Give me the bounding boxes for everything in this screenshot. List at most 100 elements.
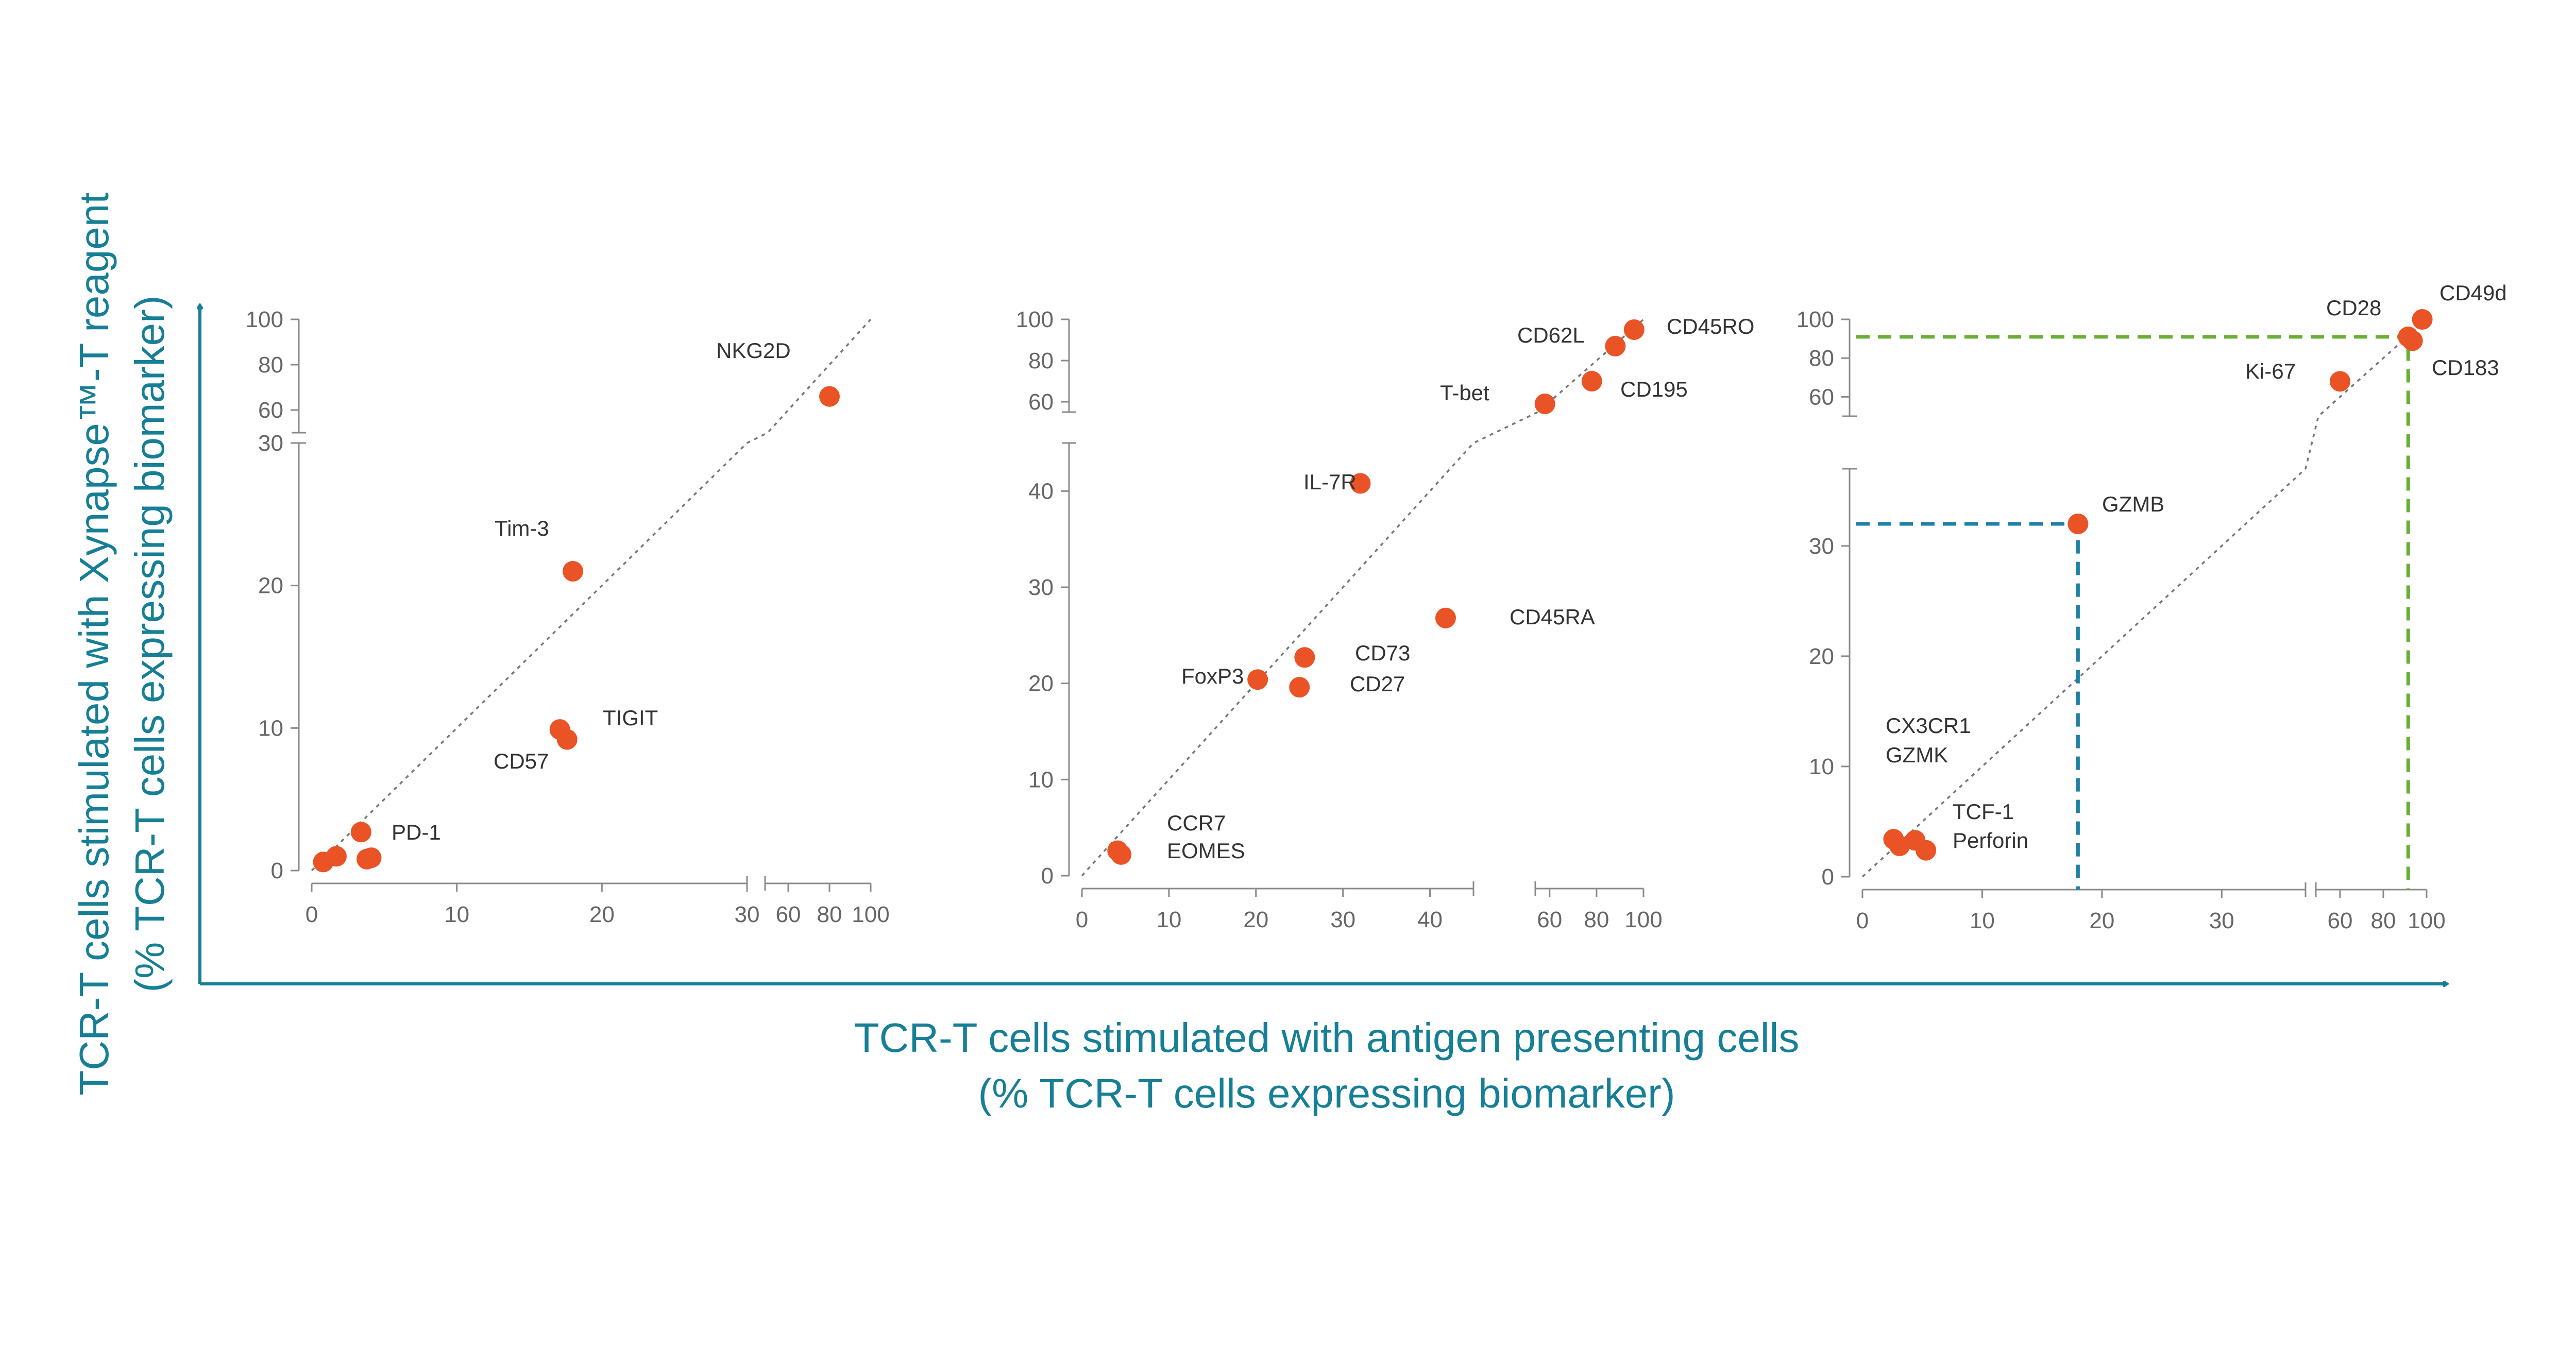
- label-ccr7: CCR7: [1167, 811, 1226, 835]
- y-tick-label: 30: [1028, 575, 1054, 600]
- label-cd183: CD183: [2432, 355, 2499, 380]
- label-cx3cr1: CX3CR1: [1886, 713, 1971, 738]
- x-axis-title-line1: TCR-T cells stimulated with antigen pres…: [854, 1015, 1800, 1061]
- y-axis-title-line1: TCR-T cells stimulated with Xynapse™-T r…: [71, 192, 117, 1095]
- label-pd-1: PD-1: [392, 820, 441, 844]
- point-pd-1: [350, 822, 371, 843]
- x-tick-label: 10: [1970, 908, 1995, 933]
- x-tick-label: 20: [589, 902, 615, 927]
- y-tick-label: 100: [1797, 307, 1834, 332]
- point-ki-67: [2330, 371, 2350, 392]
- x-tick-label: 60: [776, 902, 801, 927]
- y-tick-label: 60: [258, 398, 283, 423]
- y-tick-label: 20: [1809, 644, 1834, 669]
- x-tick-label: 30: [1330, 907, 1355, 932]
- x-tick-label: 80: [2371, 908, 2396, 933]
- x-tick-label: 20: [2089, 908, 2114, 933]
- y-tick-label: 0: [1041, 863, 1054, 889]
- x-tick-label: 80: [1584, 907, 1609, 932]
- x-tick-label: 100: [852, 902, 889, 927]
- x-tick-label: 0: [1856, 908, 1869, 933]
- y-tick-label: 20: [1028, 671, 1054, 696]
- point-cd27: [1289, 677, 1310, 698]
- point-gzmb: [2067, 514, 2089, 535]
- y-tick-label: 60: [1809, 384, 1834, 410]
- x-tick-label: 0: [306, 902, 318, 927]
- point-foxp3: [1247, 669, 1268, 690]
- y-tick-label: 10: [1028, 767, 1054, 792]
- y-tick-label: 10: [258, 715, 283, 741]
- x-tick-label: 60: [2328, 908, 2353, 933]
- y-tick-label: 0: [1822, 864, 1834, 890]
- point-cd62l: [1605, 336, 1626, 356]
- x-tick-label: 10: [444, 902, 469, 927]
- x-tick-label: 80: [817, 902, 842, 927]
- panel-3-scatter: 0 10 20 30 60 80 100 0 10 20 30 60 80 100 CD49d CD28 CD1…: [1797, 281, 2507, 933]
- x-tick-label: 100: [2408, 908, 2445, 933]
- label-ki-67: Ki-67: [2245, 359, 2296, 383]
- x-tick-label: 30: [2209, 908, 2234, 933]
- label-cd27: CD27: [1350, 672, 1405, 696]
- y-tick-label: 80: [1809, 346, 1834, 371]
- label-tigit: TIGIT: [603, 706, 658, 730]
- y-tick-label: 100: [1016, 307, 1054, 332]
- label-cd45ro: CD45RO: [1667, 314, 1754, 338]
- label-tcf-1: TCF-1: [1953, 799, 2014, 824]
- x-tick-label: 10: [1156, 907, 1181, 932]
- y-tick-label: 80: [258, 352, 283, 378]
- label-gzmb: GZMB: [2102, 492, 2164, 516]
- point-cd73: [1294, 647, 1315, 668]
- y-tick-label: 30: [1809, 534, 1834, 559]
- y-tick-label: 40: [1028, 479, 1054, 504]
- label-cd57: CD57: [494, 749, 549, 773]
- point-cd195: [1581, 371, 1602, 391]
- x-tick-label: 30: [735, 902, 760, 927]
- point-tim-3: [563, 561, 583, 582]
- label-cd62l: CD62L: [1517, 323, 1585, 347]
- point-cd45ro: [1623, 319, 1645, 340]
- label-cd28: CD28: [2326, 296, 2381, 320]
- label-cd195: CD195: [1620, 377, 1688, 401]
- x-axis-title-line2: (% TCR-T cells expressing biomarker): [978, 1070, 1675, 1116]
- point-unlabeled: [326, 846, 347, 867]
- point-nkg2d: [819, 386, 840, 407]
- point-il-7r: [1350, 473, 1371, 494]
- point-eomes: [1111, 844, 1131, 865]
- y-tick-label: 20: [258, 573, 283, 599]
- y-tick-label: 60: [1028, 389, 1054, 415]
- point-cd183: [2402, 330, 2423, 351]
- label-cd73: CD73: [1355, 641, 1410, 665]
- label-gzmk: GZMK: [1886, 743, 1948, 767]
- label-nkg2d: NKG2D: [716, 338, 791, 363]
- identity-diagonal-line: [1861, 318, 2428, 878]
- point-cd57: [549, 719, 570, 740]
- label-foxp3: FoxP3: [1181, 664, 1244, 688]
- label-eomes: EOMES: [1167, 839, 1245, 863]
- y-tick-label: 10: [1809, 754, 1834, 779]
- label-tim-3: Tim-3: [495, 516, 549, 540]
- label-il-7r: IL-7R: [1303, 470, 1357, 494]
- label-cd45ra: CD45RA: [1510, 605, 1595, 629]
- point-cd49d: [2412, 309, 2433, 330]
- label-perforin: Perforin: [1953, 828, 2028, 853]
- identity-diagonal-line: [1081, 318, 1645, 877]
- x-tick-label: 60: [1537, 907, 1562, 932]
- x-tick-label: 0: [1076, 907, 1088, 932]
- y-tick-label: 0: [271, 858, 283, 883]
- y-axis-title: TCR-T cells stimulated with Xynapse™-T r…: [71, 192, 173, 1095]
- point-perforin: [1916, 840, 1937, 861]
- point-cd45ra: [1435, 607, 1456, 628]
- x-tick-label: 20: [1243, 907, 1268, 932]
- panel-1-scatter: 0 10 20 30 60 80 100 0 10 20 30 60 80 100 NKG2D Tim-3 TI…: [246, 307, 890, 927]
- point-t-bet: [1534, 394, 1555, 414]
- point-gzmk: [1889, 836, 1910, 857]
- y-axis-title-line2: (% TCR-T cells expressing biomarker): [127, 296, 173, 993]
- guide-cd28: [1856, 335, 2410, 890]
- label-cd49d: CD49d: [2439, 281, 2507, 305]
- panel-2-scatter: 0 10 20 30 40 60 80 100 0 10 20 30 40 60 80 100 CD45RO CD…: [1016, 307, 1755, 932]
- y-tick-label: 100: [246, 307, 283, 332]
- label-t-bet: T-bet: [1440, 381, 1489, 405]
- y-tick-label: 30: [258, 431, 283, 456]
- y-tick-label: 80: [1028, 348, 1054, 373]
